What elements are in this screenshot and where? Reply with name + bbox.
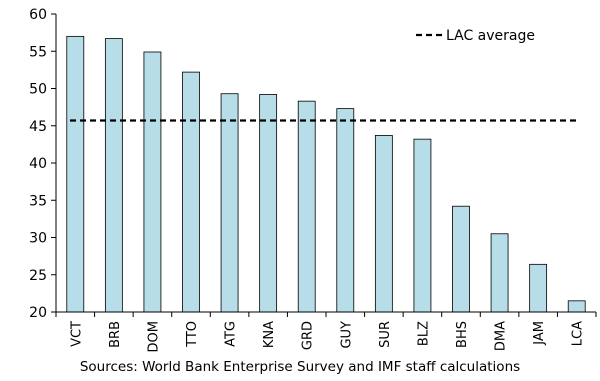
x-tick-label-lca: LCA [571,321,586,346]
x-tick-label-brb: BRB [108,321,123,348]
y-tick-label: 60 [29,7,47,23]
x-tick-label-jam: JAM [532,321,547,346]
bar-brb [104,38,123,313]
bar-tto [182,71,200,313]
bar-bhs [452,205,470,313]
bar-dma [490,233,509,313]
bar-vct [66,35,85,313]
bar-dom [143,51,162,313]
x-tick-label-atg: ATG [224,321,239,347]
legend-label: LAC average [446,28,535,44]
source-note: Sources: World Bank Enterprise Survey an… [79,359,521,375]
bar-guy [336,108,355,313]
y-tick-label: 55 [29,44,47,60]
y-tick-label: 35 [29,193,47,209]
x-tick-label-dom: DOM [146,321,161,352]
x-tick-label-dma: DMA [494,321,509,351]
y-tick-label: 20 [29,305,47,321]
x-axis: VCT BRB DOM TTO ATG KNA GRD GUY SUR BLZ BHS DMA JAM L… [55,311,597,352]
bar-atg [220,93,239,313]
x-tick-label-bhs: BHS [455,321,470,348]
bar-blz [413,138,432,313]
x-tick-label-kna: KNA [262,321,277,348]
bars [66,35,586,313]
bar-grd [297,100,316,313]
y-tick-label: 50 [29,82,47,98]
y-tick-label: 45 [29,119,47,135]
y-tick-label: 40 [29,156,47,172]
x-tick-label-guy: GUY [339,321,354,349]
x-tick-label-tto: TTO [185,321,200,348]
y-tick-label: 25 [29,268,47,284]
legend: LAC average [416,28,535,44]
bar-sur [374,135,393,313]
y-axis: 20 25 30 35 40 45 50 55 60 [29,7,57,321]
bar-chart: 20 25 30 35 40 45 50 55 60 VCT BRB DOM TTO ATG KNA GRD… [29,7,597,352]
bar-kna [259,94,278,313]
x-tick-label-sur: SUR [378,321,393,348]
x-tick-label-blz: BLZ [416,321,431,346]
bar-jam [529,263,548,313]
x-tick-label-grd: GRD [301,321,316,350]
bar-lca [567,300,586,313]
y-tick-label: 30 [29,231,47,247]
x-tick-label-vct: VCT [69,321,84,347]
